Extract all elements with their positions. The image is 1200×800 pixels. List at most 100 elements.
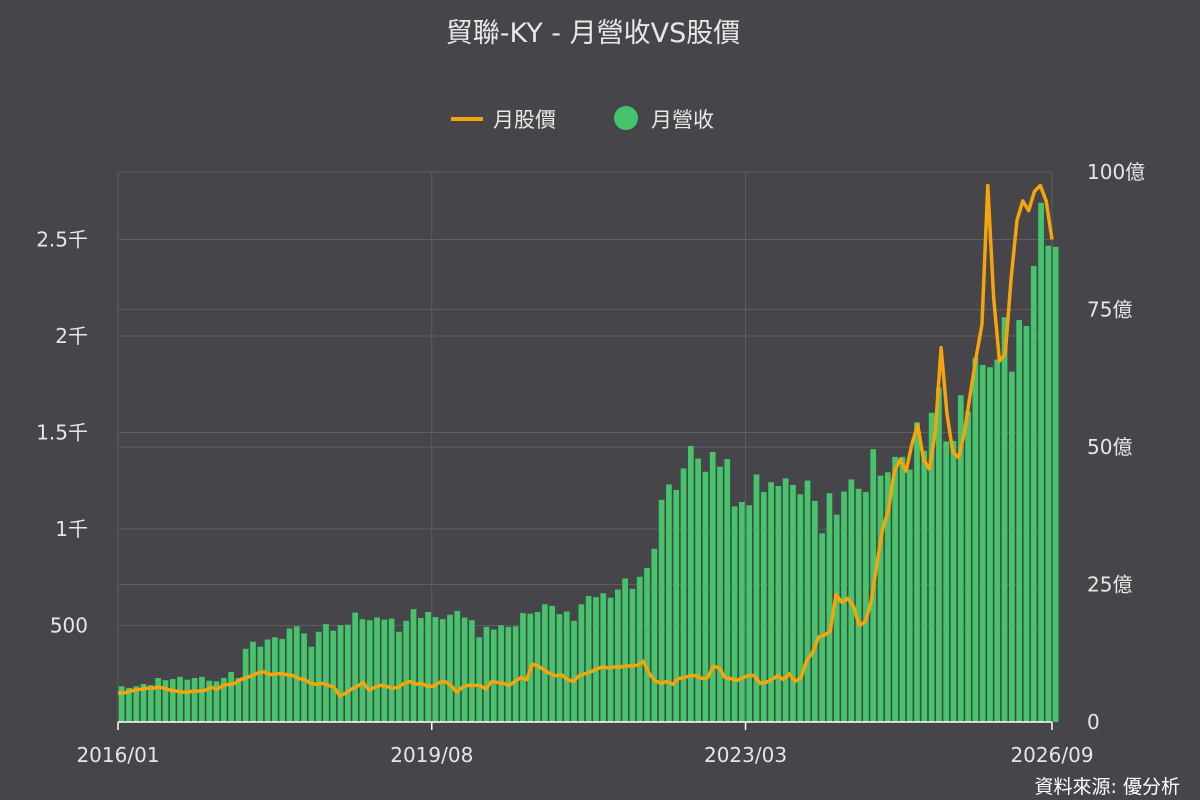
revenue-bar — [498, 625, 504, 722]
y-right-tick-label: 0 — [1087, 710, 1100, 734]
legend: 月股價 月營收 — [451, 106, 714, 132]
y-right-tick-label: 75億 — [1087, 298, 1132, 322]
revenue-bar — [892, 456, 898, 722]
revenue-bar — [833, 514, 840, 722]
revenue-bar — [571, 620, 577, 722]
revenue-bar — [315, 631, 322, 722]
revenue-bar — [213, 681, 220, 722]
revenue-bar — [826, 493, 833, 722]
source-note: 資料來源: 優分析 — [1035, 776, 1180, 798]
revenue-bar — [717, 466, 723, 722]
revenue-bar — [177, 676, 183, 722]
revenue-bar — [979, 365, 986, 722]
revenue-bar — [330, 630, 337, 722]
revenue-bar — [658, 499, 665, 722]
y-right-tick-label: 50億 — [1087, 435, 1132, 459]
price-line — [118, 183, 1054, 698]
revenue-bar — [155, 678, 161, 722]
revenue-bar — [804, 480, 811, 722]
revenue-bar — [264, 639, 271, 722]
revenue-bar — [760, 492, 767, 722]
revenue-bar — [162, 680, 169, 722]
axes: 2016/01 2019/08 2023/03 2026/09 500 1千 1.5千 2千 2… — [36, 160, 1145, 767]
revenue-bar — [228, 671, 234, 722]
revenue-bar — [403, 620, 410, 722]
revenue-bar — [410, 609, 417, 722]
revenue-bar — [841, 491, 847, 722]
revenue-bar — [622, 578, 628, 722]
revenue-bar — [957, 395, 964, 722]
revenue-bar — [994, 359, 1001, 722]
revenue-bar — [359, 619, 366, 722]
revenue-bar — [140, 684, 147, 722]
revenue-bar — [943, 441, 950, 722]
chart-title: 貿聯-KY - 月營收VS股價 — [446, 18, 741, 49]
revenue-bar — [790, 484, 796, 722]
revenue-bar — [629, 588, 636, 722]
revenue-bar — [191, 678, 198, 722]
revenue-bar — [147, 685, 154, 722]
revenue-bar — [600, 593, 607, 722]
revenue-bar — [381, 619, 388, 722]
revenue-bar — [666, 484, 672, 722]
revenue-bar — [461, 617, 468, 722]
revenue-bar — [206, 680, 213, 722]
revenue-bar — [578, 604, 585, 722]
y-left-tick-label: 1.5千 — [36, 421, 88, 445]
revenue-bar — [425, 612, 431, 722]
revenue-bar — [352, 612, 358, 722]
gridlines — [117, 171, 1053, 722]
legend-price-label[interactable]: 月股價 — [493, 108, 556, 132]
revenue-bar — [819, 533, 825, 722]
y-left-tick-label: 2千 — [55, 324, 88, 348]
revenue-bar — [1001, 317, 1008, 722]
revenue-bar — [512, 626, 519, 722]
x-tick-label: 2026/09 — [1010, 743, 1093, 767]
revenue-bar — [884, 472, 891, 722]
y-left-tick-label: 2.5千 — [36, 228, 88, 252]
revenue-bar — [607, 597, 614, 722]
revenue-bar — [928, 412, 935, 722]
revenue-bar — [469, 620, 475, 722]
revenue-bar — [775, 486, 782, 722]
revenue-bar — [250, 641, 256, 722]
revenue-bar — [1052, 246, 1059, 723]
revenue-bar — [388, 618, 395, 722]
revenue-bar — [739, 502, 745, 722]
revenue-bar — [118, 686, 125, 722]
revenue-bar — [768, 482, 774, 722]
revenue-bar — [483, 626, 490, 722]
revenue-bar — [556, 614, 563, 722]
revenue-bar — [644, 568, 650, 722]
revenue-bar — [432, 616, 439, 722]
revenue-bar — [242, 648, 249, 722]
revenue-bar — [476, 637, 483, 722]
revenue-bar — [454, 610, 461, 722]
y-right-tick-label: 100億 — [1087, 160, 1145, 184]
revenue-bar — [899, 456, 906, 722]
revenue-bar — [1016, 319, 1023, 722]
revenue-bar — [520, 613, 526, 722]
revenue-bar — [366, 620, 373, 722]
revenue-bar — [542, 604, 548, 722]
revenue-bar — [235, 678, 242, 722]
revenue-bar — [746, 505, 753, 722]
revenue-bar — [585, 596, 592, 722]
revenue-bar — [753, 474, 760, 722]
revenue-bar — [687, 445, 694, 722]
revenue-bar — [279, 638, 286, 722]
revenue-bar — [593, 597, 599, 722]
revenue-bars — [118, 202, 1059, 723]
revenue-bar — [651, 548, 658, 722]
revenue-bar — [936, 387, 942, 722]
revenue-bar — [695, 458, 701, 722]
revenue-bar — [337, 625, 344, 722]
revenue-bar — [417, 618, 424, 722]
revenue-bar — [863, 492, 869, 722]
revenue-bar — [1009, 371, 1015, 722]
revenue-bar — [673, 489, 680, 722]
revenue-bar — [126, 687, 132, 722]
revenue-bar — [950, 440, 957, 722]
revenue-bar — [724, 459, 731, 722]
legend-revenue-label[interactable]: 月營收 — [651, 108, 714, 132]
